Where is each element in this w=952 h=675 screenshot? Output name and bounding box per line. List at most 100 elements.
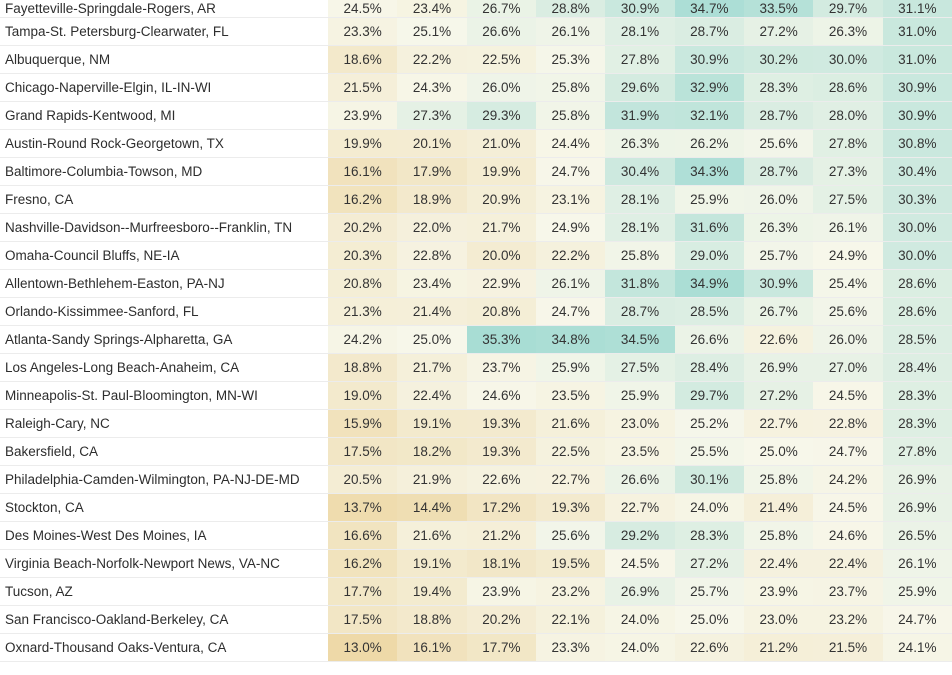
percent-cell: 31.6%	[674, 213, 744, 242]
percent-cell: 28.5%	[882, 325, 952, 354]
percent-cell: 23.9%	[328, 101, 398, 130]
percent-cell: 24.2%	[328, 325, 398, 354]
percent-cell: 24.1%	[882, 633, 952, 662]
table-row: Chicago-Naperville-Elgin, IL-IN-WI 21.5% 2…	[0, 73, 952, 102]
percent-cell: 27.0%	[813, 353, 883, 382]
percent-cell: 30.0%	[882, 241, 952, 270]
percent-cell: 24.5%	[813, 381, 883, 410]
percent-cell: 18.1%	[466, 549, 536, 578]
percent-cell: 28.6%	[813, 73, 883, 102]
percent-cell: 26.9%	[882, 465, 952, 494]
table-row: Allentown-Bethlehem-Easton, PA-NJ 20.8% 23…	[0, 269, 952, 298]
percent-cell: 22.4%	[813, 549, 883, 578]
percent-cell: 34.3%	[674, 157, 744, 186]
percent-cell: 18.9%	[397, 185, 467, 214]
percent-cell: 19.9%	[328, 129, 398, 158]
percent-cell: 27.8%	[882, 437, 952, 466]
percent-cell: 21.3%	[328, 297, 398, 326]
percent-cell: 20.1%	[397, 129, 467, 158]
percent-cell: 26.6%	[605, 465, 675, 494]
percent-cell: 32.1%	[674, 101, 744, 130]
percent-cell: 19.1%	[397, 549, 467, 578]
percent-cell: 24.9%	[536, 213, 606, 242]
percent-cell: 22.7%	[605, 493, 675, 522]
percent-cell: 21.9%	[397, 465, 467, 494]
percent-cell: 23.7%	[813, 577, 883, 606]
percent-cell: 25.7%	[743, 241, 814, 270]
percent-cell: 17.9%	[397, 157, 467, 186]
percent-cell: 18.6%	[328, 45, 398, 74]
percent-cell: 28.6%	[882, 269, 952, 298]
percent-cell: 20.8%	[466, 297, 536, 326]
percent-cell: 31.1%	[882, 0, 952, 18]
percent-cell: 28.1%	[605, 17, 675, 46]
percent-cell: 28.7%	[674, 17, 744, 46]
metro-name-cell: Oxnard-Thousand Oaks-Ventura, CA	[0, 633, 329, 662]
percent-cell: 20.2%	[328, 213, 398, 242]
metro-name-cell: Albuquerque, NM	[0, 45, 329, 74]
percent-cell: 26.3%	[743, 213, 814, 242]
percent-cell: 30.1%	[674, 465, 744, 494]
table-row: Tucson, AZ 17.7% 19.4% 23.9% 23.2% 26.9% 25.7%…	[0, 577, 952, 606]
percent-cell: 17.2%	[466, 493, 536, 522]
percent-cell: 26.2%	[674, 129, 744, 158]
percent-cell: 24.5%	[813, 493, 883, 522]
percent-cell: 21.2%	[466, 521, 536, 550]
percent-cell: 21.6%	[536, 409, 606, 438]
percent-cell: 26.0%	[743, 185, 814, 214]
percent-cell: 16.2%	[328, 185, 398, 214]
table-row: Philadelphia-Camden-Wilmington, PA-NJ-DE…	[0, 465, 952, 494]
percent-cell: 24.7%	[813, 437, 883, 466]
percent-cell: 25.0%	[674, 605, 744, 634]
table-row: Grand Rapids-Kentwood, MI 23.9% 27.3% 29.3%…	[0, 101, 952, 130]
percent-cell: 22.8%	[397, 241, 467, 270]
table-row: Bakersfield, CA 17.5% 18.2% 19.3% 22.5% 23.5%…	[0, 437, 952, 466]
percent-cell: 30.9%	[605, 0, 675, 18]
metro-name-cell: Nashville-Davidson--Murfreesboro--Frankl…	[0, 213, 329, 242]
table-row: Virginia Beach-Norfolk-Newport News, VA-…	[0, 549, 952, 578]
percent-cell: 28.5%	[674, 297, 744, 326]
percent-cell: 22.2%	[536, 241, 606, 270]
percent-cell: 26.9%	[605, 577, 675, 606]
metro-name-cell: Fayetteville-Springdale-Rogers, AR	[0, 0, 329, 18]
percent-cell: 29.2%	[605, 521, 675, 550]
percent-cell: 30.8%	[882, 129, 952, 158]
percent-cell: 30.9%	[674, 45, 744, 74]
percent-cell: 24.7%	[536, 157, 606, 186]
percent-cell: 30.9%	[882, 73, 952, 102]
percent-cell: 26.9%	[743, 353, 814, 382]
percent-cell: 26.0%	[813, 325, 883, 354]
percent-cell: 20.0%	[466, 241, 536, 270]
percent-cell: 19.4%	[397, 577, 467, 606]
percent-cell: 23.5%	[605, 437, 675, 466]
percent-cell: 25.5%	[674, 437, 744, 466]
percent-cell: 30.9%	[882, 101, 952, 130]
percent-cell: 16.1%	[328, 157, 398, 186]
percent-cell: 21.2%	[743, 633, 814, 662]
percent-cell: 30.4%	[605, 157, 675, 186]
percent-cell: 22.2%	[397, 45, 467, 74]
percent-cell: 26.1%	[882, 549, 952, 578]
table-row: Baltimore-Columbia-Towson, MD 16.1% 17.9% 1…	[0, 157, 952, 186]
table-row: Nashville-Davidson--Murfreesboro--Frankl…	[0, 213, 952, 242]
table-row: Fresno, CA 16.2% 18.9% 20.9% 23.1% 28.1% 25.9%…	[0, 185, 952, 214]
metro-name-cell: Los Angeles-Long Beach-Anaheim, CA	[0, 353, 329, 382]
percent-cell: 27.8%	[605, 45, 675, 74]
percent-cell: 25.8%	[536, 101, 606, 130]
percent-cell: 26.9%	[882, 493, 952, 522]
percent-cell: 24.7%	[882, 605, 952, 634]
percent-cell: 25.6%	[813, 297, 883, 326]
table-row: Tampa-St. Petersburg-Clearwater, FL 23.3%…	[0, 17, 952, 46]
table-row: Albuquerque, NM 18.6% 22.2% 22.5% 25.3% 27.8%…	[0, 45, 952, 74]
metro-name-cell: Fresno, CA	[0, 185, 329, 214]
percent-cell: 13.7%	[328, 493, 398, 522]
percent-cell: 14.4%	[397, 493, 467, 522]
percent-cell: 18.8%	[328, 353, 398, 382]
percent-cell: 26.7%	[743, 297, 814, 326]
percent-cell: 27.3%	[813, 157, 883, 186]
percent-cell: 26.5%	[882, 521, 952, 550]
percent-cell: 31.8%	[605, 269, 675, 298]
percent-cell: 24.7%	[536, 297, 606, 326]
percent-cell: 16.1%	[397, 633, 467, 662]
percent-cell: 20.9%	[466, 185, 536, 214]
